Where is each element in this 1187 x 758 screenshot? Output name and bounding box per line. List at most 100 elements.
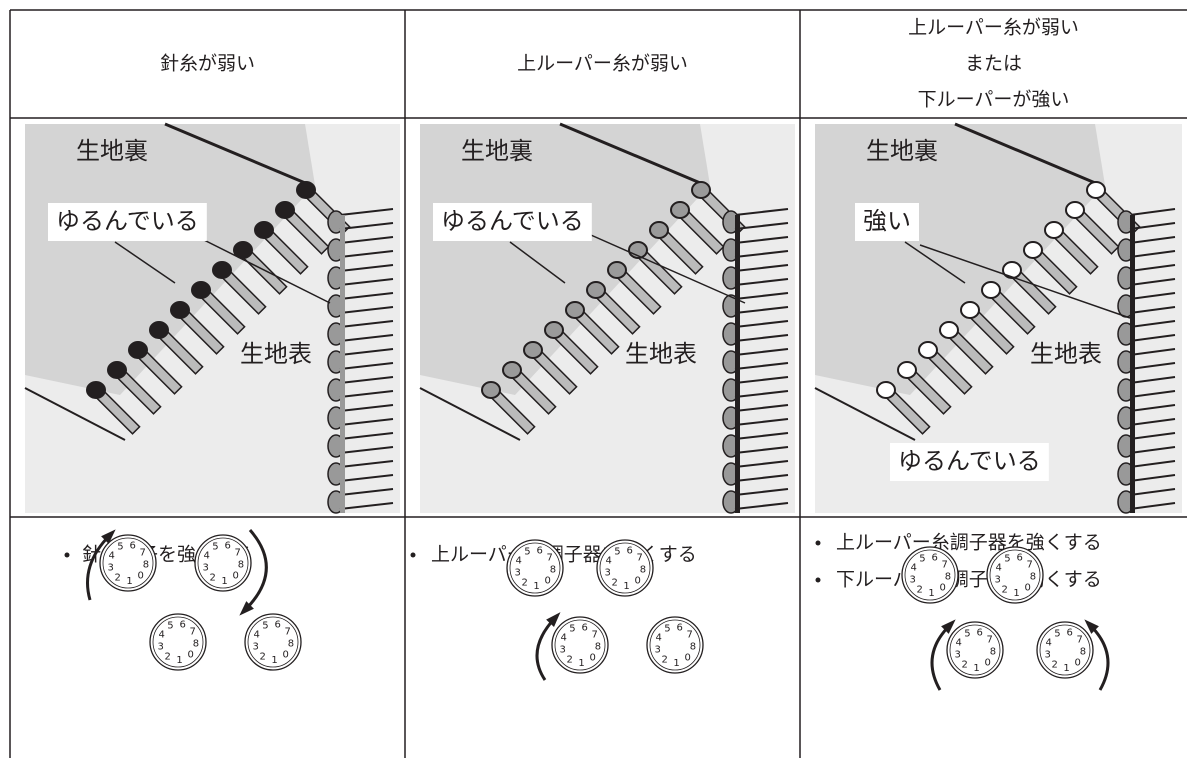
dial-digit: 1 [221,576,227,587]
dial-rim [904,549,956,601]
dial-digit: 0 [940,583,946,594]
dial-digit: 8 [1080,647,1086,658]
label: 生地裏 [866,137,938,165]
turn-arrow [1084,619,1110,691]
edge-stitch [1129,250,1176,258]
edge-stitch [339,460,394,468]
condition: 上ルーパー糸が弱い [908,17,1079,39]
loop [670,201,690,219]
dial-rim [152,616,204,668]
edge-stitch [339,418,394,426]
edge-stitch [339,362,394,370]
edge-stitch [1129,474,1176,482]
loop [1023,241,1043,259]
edge-stitch [1129,278,1176,286]
dial-digit: 5 [117,542,123,553]
edge-stitch [1129,488,1176,496]
loop [107,361,127,379]
loop [523,341,543,359]
dial-digit: 5 [212,542,218,553]
arrow-shaft [1088,623,1110,691]
dial-digit: 5 [167,621,173,632]
dial-digit: 3 [909,575,915,586]
label: 生地表 [240,340,312,368]
edge-stitch [734,278,789,286]
dial-face [244,613,302,671]
edge-stitch [339,432,394,440]
dial-digit: 4 [955,637,961,648]
dial-digit: 7 [235,548,241,559]
arrow-head [546,612,561,627]
label-box [890,443,1049,481]
dial-digit: 0 [545,576,551,587]
dial-digit: 6 [931,553,937,564]
dial-digit: 3 [559,645,565,656]
dial-digit: 1 [578,658,584,669]
edge-stitch [339,376,394,384]
arrow-head [239,601,254,616]
dial-digit: 3 [1044,650,1050,661]
edge-stitch [1129,418,1176,426]
dial-digit: 7 [1027,560,1033,571]
edge-stitch [734,348,789,356]
dial-digit: 3 [202,563,208,574]
edge-stitch [1129,334,1176,342]
edge-stitch [734,460,789,468]
edge-stitch [1129,460,1176,468]
edge-stitch [339,502,394,510]
dial-digit: 2 [916,585,922,596]
edge-thread [735,215,740,513]
edge-stitch [734,292,789,300]
dial-rim [509,542,561,594]
dial-digit: 4 [605,555,611,566]
loop [191,281,211,299]
dial-digit: 4 [515,555,521,566]
dial-digit: 7 [687,630,693,641]
edge-stitch [734,502,789,510]
edge-stitch [734,250,789,258]
fabric-edge [419,387,521,441]
dial-digit: 3 [514,568,520,579]
dial-face [149,613,207,671]
bullet [410,552,416,558]
loop [128,341,148,359]
edge-stitch [339,474,394,482]
edge-stitch [1129,236,1176,244]
edge-stitch [734,334,789,342]
dial-rim [197,537,249,589]
label-box [48,203,207,241]
edge-stitch [1129,432,1176,440]
dial-digit: 7 [285,627,291,638]
label: 生地表 [625,340,697,368]
dial-digit: 8 [595,642,601,653]
label-box [855,203,919,241]
edge-stitch [1129,348,1176,356]
dial-digit: 0 [283,650,289,661]
loop [960,301,980,319]
dial-digit: 2 [1001,585,1007,596]
dial-digit: 8 [1030,572,1036,583]
dial-digit: 6 [626,546,632,557]
dial-digit: 2 [521,578,527,589]
arrow-shaft [930,623,952,691]
dial-rim [599,542,651,594]
dial-digit: 7 [547,553,553,564]
edge-stitch [734,320,789,328]
arrow-shaft [535,616,557,681]
dial-digit: 3 [107,563,113,574]
dial-digit: 6 [224,541,230,552]
dial-digit: 1 [126,576,132,587]
loop [149,321,169,339]
dial-digit: 2 [661,655,667,666]
turn-arrow [930,619,956,691]
label: ゆるんでいる [898,447,1041,475]
dial-digit: 1 [271,655,277,666]
dial-digit: 7 [592,630,598,641]
turn-arrow [535,612,561,681]
edge-stitch [339,334,394,342]
